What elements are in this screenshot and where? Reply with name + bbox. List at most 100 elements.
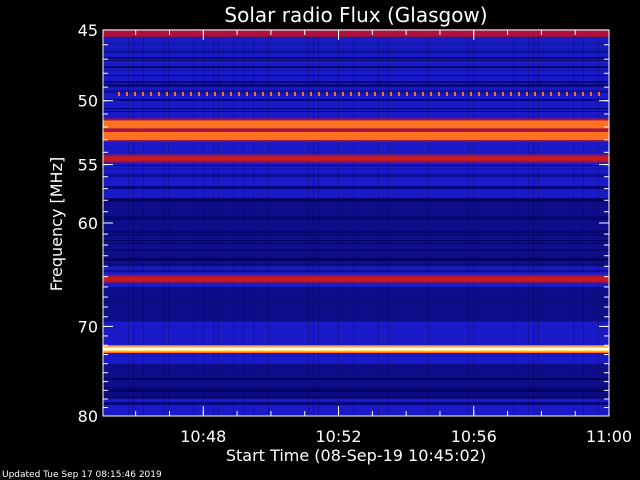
emission-band [103, 156, 609, 161]
emission-band-dash [398, 91, 400, 96]
vertical-streak [583, 30, 584, 416]
dark-region [103, 200, 609, 267]
y-tick-label: 80 [78, 407, 98, 426]
vertical-streak [533, 30, 534, 416]
texture-stripe [103, 393, 609, 396]
texture-stripe [103, 240, 609, 241]
vertical-streak [473, 30, 474, 416]
emission-band-dash [350, 91, 352, 96]
emission-band-dash [174, 91, 176, 96]
vertical-streak [338, 30, 339, 416]
texture-stripe [103, 57, 609, 59]
texture-stripe [103, 111, 609, 112]
vertical-streak [193, 30, 194, 416]
texture-stripe [103, 69, 609, 71]
texture-stripe [103, 270, 609, 272]
vertical-streak [308, 30, 309, 416]
emission-band-dash [502, 91, 504, 96]
y-axis-label: Frequency [MHz] [47, 157, 66, 291]
vertical-streak [468, 30, 469, 416]
emission-band-dash [478, 91, 480, 96]
emission-band-dash [342, 91, 344, 96]
y-tick-label: 45 [78, 21, 98, 40]
vertical-streak [253, 30, 254, 416]
emission-band-dash [230, 91, 232, 96]
y-tick-label: 55 [78, 156, 98, 175]
texture-stripe [103, 300, 609, 303]
emission-band-dash [590, 91, 592, 96]
emission-band [103, 30, 609, 35]
y-axis: 45 50 55 60 70 80 [78, 21, 609, 426]
vertical-streak [128, 30, 129, 416]
emission-band-dash [566, 91, 568, 96]
emission-band-dash [446, 91, 448, 96]
dark-region [103, 286, 609, 322]
texture-stripe [103, 378, 609, 380]
texture-stripe [103, 90, 609, 93]
vertical-streak [218, 30, 219, 416]
emission-band-dash [246, 91, 248, 96]
emission-band-dash [454, 91, 456, 96]
emission-band-dash [574, 91, 576, 96]
texture-stripe [103, 60, 609, 61]
texture-stripe [103, 174, 609, 177]
texture-stripe [103, 243, 609, 244]
emission-band-dash [334, 91, 336, 96]
emission-band-dash [118, 91, 120, 96]
emission-band-dash [462, 91, 464, 96]
vertical-streak [213, 30, 214, 416]
vertical-streak [598, 30, 599, 416]
emission-band-dash [510, 91, 512, 96]
vertical-streak [513, 30, 514, 416]
updated-timestamp: Updated Tue Sep 17 08:15:46 2019 [2, 470, 162, 480]
texture-stripe [103, 219, 609, 220]
emission-band [103, 131, 609, 140]
emission-band [103, 276, 609, 281]
texture-stripe [103, 168, 609, 170]
emission-band-dash [286, 91, 288, 96]
emission-band [103, 348, 609, 351]
texture-stripe [103, 234, 609, 236]
texture-stripe [103, 216, 609, 219]
texture-stripe [103, 198, 609, 201]
emission-band-dash [214, 91, 216, 96]
emission-band-dash [166, 91, 168, 96]
x-tick-label: 11:00 [586, 427, 632, 446]
vertical-streak [573, 30, 574, 416]
emission-band-dash [406, 91, 408, 96]
x-axis: 10:48 10:52 10:56 11:00 [135, 30, 632, 446]
vertical-streak [353, 30, 354, 416]
texture-stripe [103, 258, 609, 261]
chart-title: Solar radio Flux (Glasgow) [224, 3, 487, 27]
vertical-streak [388, 30, 389, 416]
emission-band-dash [486, 91, 488, 96]
emission-band-dash [126, 91, 128, 96]
emission-band-dash [318, 91, 320, 96]
emission-band-dash [294, 91, 296, 96]
texture-stripe [103, 201, 609, 202]
emission-band-dash [422, 91, 424, 96]
emission-band-dash [182, 91, 184, 96]
texture-stripe [103, 186, 609, 189]
emission-band-dash [310, 91, 312, 96]
texture-stripe [103, 75, 609, 76]
emission-band-dash [206, 91, 208, 96]
emission-band-dash [414, 91, 416, 96]
vertical-streak [313, 30, 314, 416]
emission-band-dash [494, 91, 496, 96]
texture-stripe [103, 48, 609, 51]
y-tick-label: 70 [78, 317, 98, 336]
emission-band-dash [190, 91, 192, 96]
emission-band-dash [222, 91, 224, 96]
emission-band-dash [374, 91, 376, 96]
emission-band-dash [582, 91, 584, 96]
texture-stripe [103, 387, 609, 390]
emission-band-dash [430, 91, 432, 96]
spectrogram-heatmap [103, 28, 609, 416]
emission-band [103, 120, 609, 129]
texture-stripe [103, 396, 609, 398]
vertical-streak [268, 30, 269, 416]
emission-band-dash [158, 91, 160, 96]
vertical-streak [168, 30, 169, 416]
y-tick-label: 50 [78, 92, 98, 111]
